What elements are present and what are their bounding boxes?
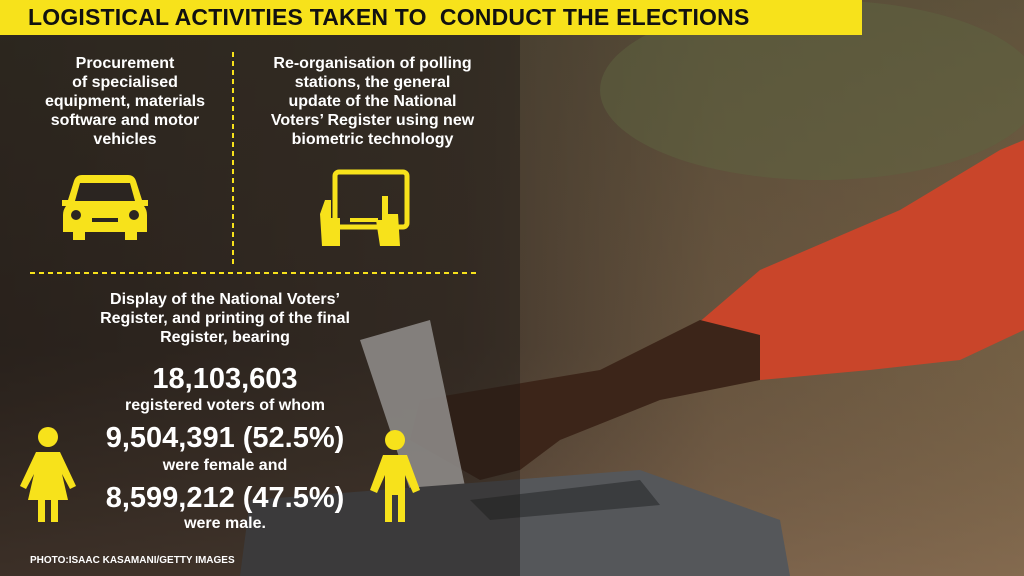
total-caption: registered voters of whom [124,397,326,414]
foliage [600,0,1024,180]
activity-text-line: software and motor [50,112,200,129]
register-intro: Display of the National Voters’ Register,… [40,290,410,347]
activity-text-line: vehicles [93,131,157,148]
activity-text-line: Procurement [75,55,175,72]
activity-reorganisation: Re-organisation of polling stations, the … [240,54,505,149]
orange-sleeve [690,140,1024,380]
activity-text-line: Re-organisation of polling [273,55,472,72]
male-caption: were male. [184,515,266,532]
activity-text-line: stations, the general [294,74,451,91]
arm [410,320,760,480]
activity-procurement: Procurement of specialised equipment, mate… [25,54,225,149]
female-voters: 9,504,391 (52.5%) [105,422,345,454]
activity-text-line: equipment, materials [44,93,206,110]
activity-text-line: Voters’ Register using new [270,112,475,129]
car-icon [62,175,148,240]
ballot-slot [470,480,660,520]
female-caption: were female and [162,457,288,474]
intro-text-line: Register, and printing of the final [100,310,350,327]
overlay [0,0,520,576]
male-icon [370,430,420,522]
female-icon [20,427,76,522]
title-bar: LOGISTICAL ACTIVITIES TAKEN TO CONDUCT T… [0,0,862,35]
male-voters: 8,599,212 (47.5%) [105,482,345,514]
total-voters: 18,103,603 [152,363,298,395]
ballot-paper [360,320,470,520]
intro-text-line: Display of the National Voters’ [110,291,340,308]
activity-text-line: biometric technology [291,131,454,148]
intro-text-line: Register, bearing [160,329,290,346]
activity-text-line: of specialised [72,74,178,91]
photo-credit: PHOTO:ISAAC KASAMANI/GETTY IMAGES [30,555,235,566]
activity-text-line: update of the National [288,93,457,110]
tablet-icon [320,169,410,246]
